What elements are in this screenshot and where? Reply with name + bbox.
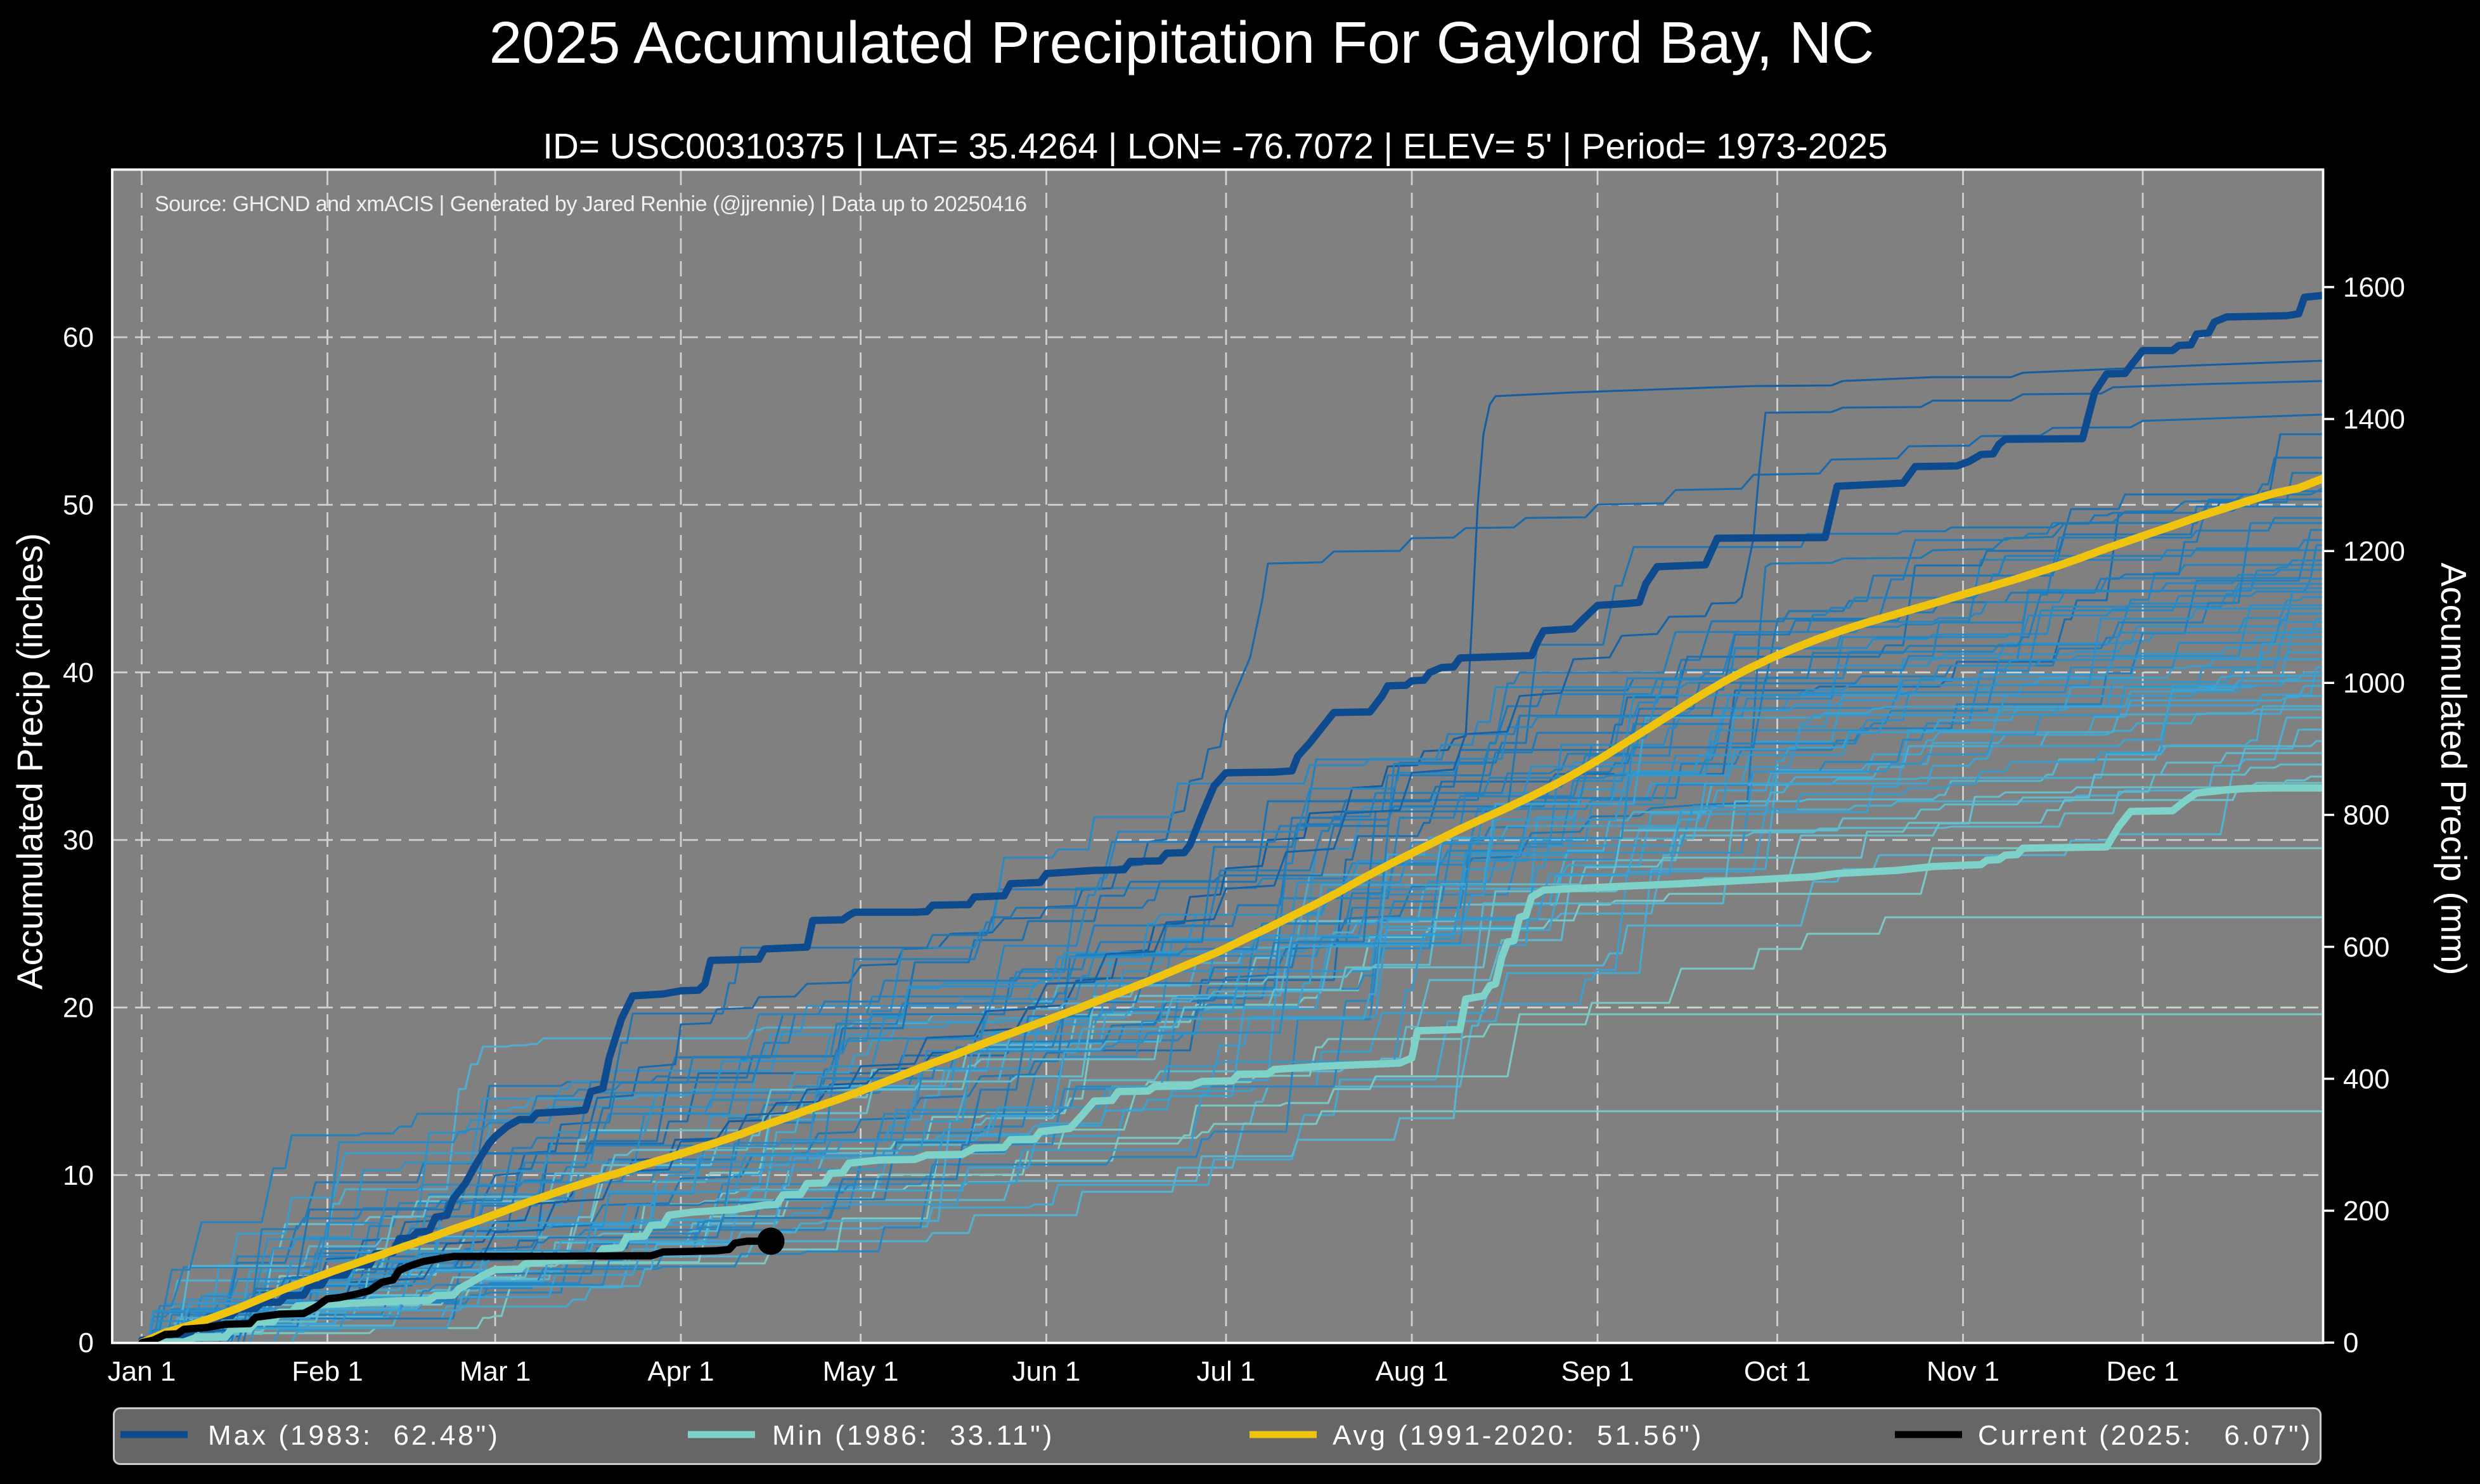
svg-text:1200: 1200 [2343,536,2405,567]
svg-text:0: 0 [79,1327,94,1358]
svg-text:800: 800 [2343,800,2389,831]
svg-text:Dec 1: Dec 1 [2107,1356,2180,1387]
svg-text:Max (1983: 62.48"): Max (1983: 62.48") [208,1420,500,1451]
svg-text:Accumulated Precip (mm): Accumulated Precip (mm) [2434,563,2474,976]
svg-text:Avg (1991-2020: 51.56"): Avg (1991-2020: 51.56") [1333,1420,1703,1451]
svg-text:ID= USC00310375 | LAT= 35.4264: ID= USC00310375 | LAT= 35.4264 | LON= -7… [543,126,1888,166]
svg-text:1600: 1600 [2343,272,2405,303]
svg-text:Jun 1: Jun 1 [1012,1356,1081,1387]
svg-text:Oct 1: Oct 1 [1744,1356,1811,1387]
svg-text:Sep 1: Sep 1 [1561,1356,1634,1387]
svg-text:Mar 1: Mar 1 [460,1356,531,1387]
svg-text:30: 30 [63,825,94,856]
svg-text:10: 10 [63,1160,94,1191]
svg-text:40: 40 [63,657,94,688]
svg-text:Aug 1: Aug 1 [1376,1356,1449,1387]
svg-text:50: 50 [63,490,94,521]
svg-text:2025 Accumulated Precipitation: 2025 Accumulated Precipitation For Gaylo… [489,10,1875,75]
svg-text:20: 20 [63,993,94,1024]
svg-text:1400: 1400 [2343,404,2405,435]
svg-text:0: 0 [2343,1327,2358,1358]
svg-text:Source: GHCND and xmACIS | Gen: Source: GHCND and xmACIS | Generated by … [155,192,1027,216]
svg-text:600: 600 [2343,932,2389,963]
svg-text:Min (1986: 33.11"): Min (1986: 33.11") [772,1420,1054,1451]
svg-text:Jul 1: Jul 1 [1197,1356,1256,1387]
svg-text:400: 400 [2343,1064,2389,1095]
svg-text:200: 200 [2343,1196,2389,1227]
svg-text:Feb 1: Feb 1 [292,1356,363,1387]
svg-text:Accumulated Precip (inches): Accumulated Precip (inches) [10,533,50,990]
svg-text:Jan 1: Jan 1 [108,1356,176,1387]
svg-text:Nov 1: Nov 1 [1927,1356,1999,1387]
svg-text:60: 60 [63,322,94,353]
svg-text:1000: 1000 [2343,668,2405,699]
svg-text:May 1: May 1 [823,1356,899,1387]
svg-text:Current (2025: 6.07"): Current (2025: 6.07") [1978,1420,2313,1451]
svg-text:Apr 1: Apr 1 [647,1356,714,1387]
